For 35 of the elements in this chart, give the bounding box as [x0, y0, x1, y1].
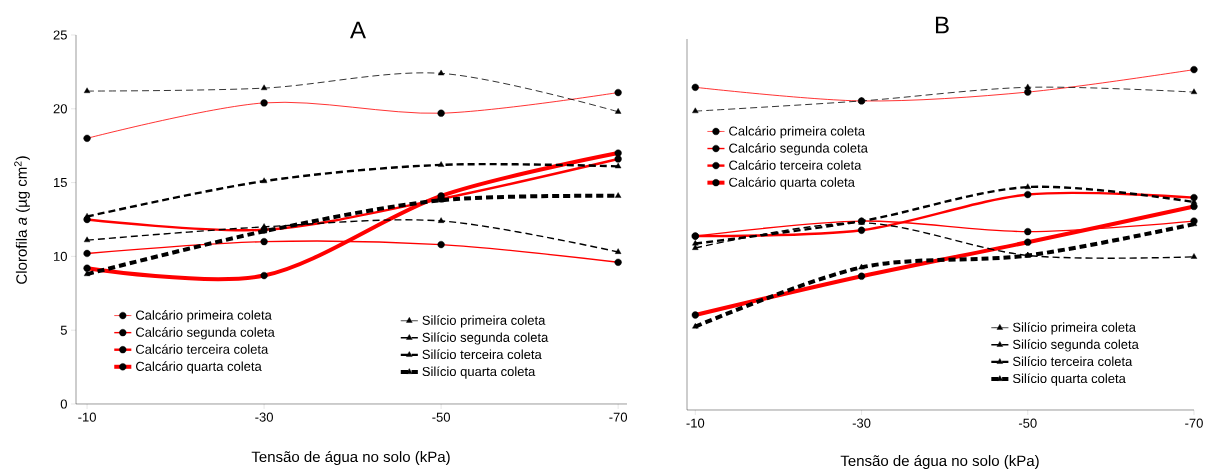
legend-label: Calcário segunda coleta — [729, 143, 868, 156]
legend-label: Silício segunda coleta — [422, 332, 549, 345]
y-tick-label: 25 — [53, 30, 67, 40]
x-axis-title: Tensão de água no solo (kPa) — [251, 450, 450, 466]
x-tick-label: -50 — [432, 412, 451, 422]
legend-label: Silício primeira coleta — [422, 315, 546, 328]
y-axis-title: Clorofila a (µg cm$^{2}$) — [14, 156, 30, 284]
legend-label: Calcário quarta coleta — [135, 361, 262, 374]
legend-label: Calcário terceira coleta — [135, 344, 269, 354]
y-tick-label: 5 — [60, 325, 67, 335]
x-axis-title: Tensão de água no solo (kPa) — [840, 454, 1039, 470]
legend-label: Silício quarta coleta — [1012, 373, 1126, 386]
x-tick-label: -10 — [78, 412, 96, 422]
legend-label: Calcário primeira coleta — [729, 125, 865, 139]
legend-label: Calcário primeira coleta — [135, 310, 272, 323]
x-tick-label: -30 — [852, 418, 871, 428]
chart-title: B — [935, 16, 949, 34]
x-tick-label: -50 — [1018, 418, 1037, 428]
legend-label: Calcário segunda coleta — [135, 327, 275, 340]
y-tick-label: 10 — [54, 251, 67, 261]
y-tick-label: 15 — [54, 178, 67, 188]
legend-label: Silício primeira coleta — [1012, 322, 1136, 335]
x-tick-label: -10 — [686, 418, 705, 428]
x-tick-label: -30 — [255, 412, 273, 422]
y-tick-label: 20 — [53, 104, 67, 114]
chart-title: A — [350, 21, 366, 39]
legend-label: Calcário terceira coleta — [729, 160, 862, 170]
legend-label: Silício terceira coleta — [1012, 356, 1133, 367]
x-tick-label: -70 — [1185, 418, 1203, 428]
legend-label: Silício quarta coleta — [422, 366, 536, 379]
legend-label: Silício terceira coleta — [422, 349, 542, 360]
x-tick-label: -70 — [609, 412, 628, 422]
y-tick-label: 0 — [60, 399, 67, 409]
legend-label: Calcário quarta coleta — [729, 177, 855, 190]
legend-label: Silício segunda coleta — [1012, 339, 1139, 352]
